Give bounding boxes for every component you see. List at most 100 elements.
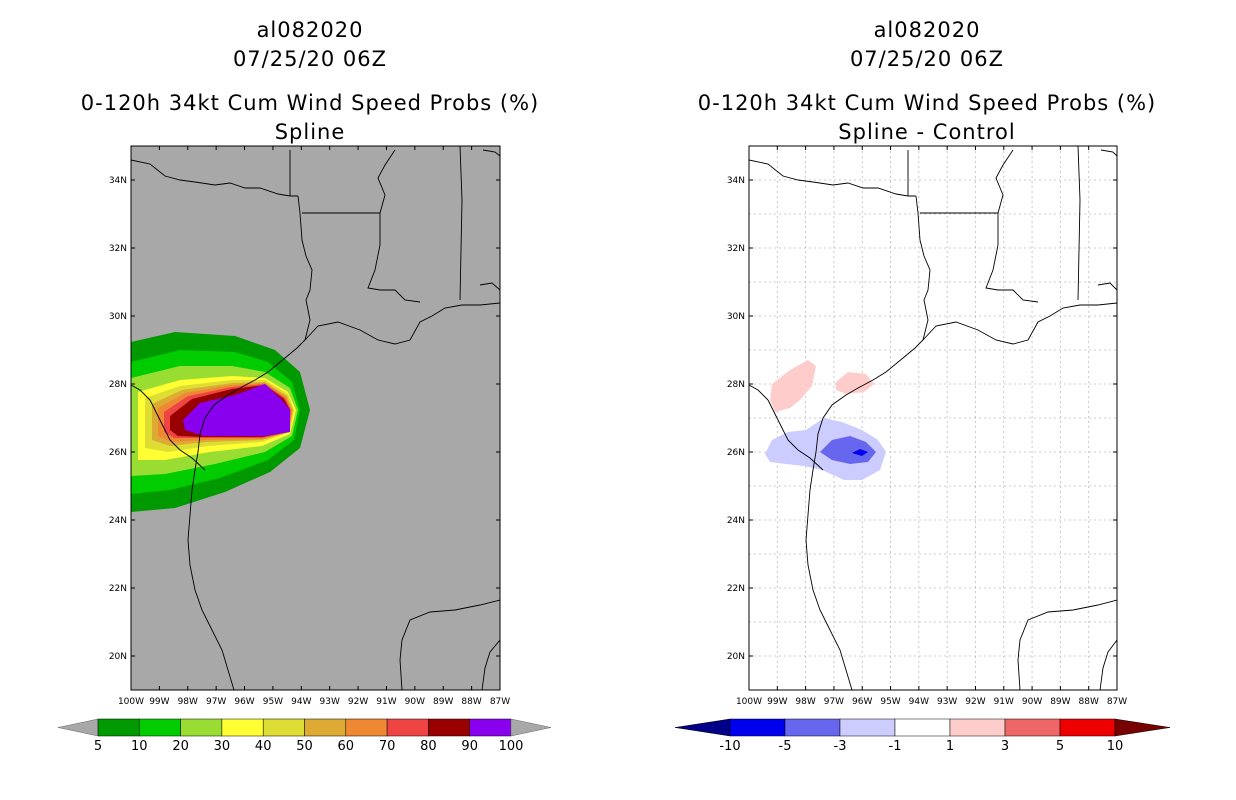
- right-colorbar-label: -10: [719, 739, 740, 754]
- left-colorbar-label: 5: [94, 739, 102, 754]
- diff-pos-1-coast: [836, 372, 874, 394]
- right-map-frame: [748, 145, 1118, 691]
- left-probability-field: [131, 146, 500, 690]
- left-colorbar-swatch: [97, 718, 140, 737]
- right-lon-label: 95W: [880, 697, 900, 707]
- left-colorbar-swatch: [469, 718, 512, 737]
- left-colorbar-swatch: [386, 718, 429, 737]
- right-lat-label: 28N: [727, 380, 745, 390]
- diff-pos-1-west: [770, 360, 816, 412]
- right-colorbar-label: 5: [1056, 739, 1064, 754]
- diff-neg-3: [820, 436, 876, 464]
- left-lat-label: 28N: [109, 380, 127, 390]
- right-lat-label: 32N: [727, 244, 745, 254]
- right-lat-label: 34N: [727, 176, 745, 186]
- right-lon-label: 94W: [909, 697, 929, 707]
- left-lon-label: 87W: [490, 697, 510, 707]
- left-lon-label: 90W: [405, 697, 425, 707]
- left-lon-label: 97W: [206, 697, 226, 707]
- left-lat-label: 24N: [109, 516, 127, 526]
- right-lon-label: 100W: [736, 697, 762, 707]
- left-colorbar-swatch: [428, 718, 470, 737]
- left-lon-label: 92W: [348, 697, 368, 707]
- right-colorbar-label: -5: [779, 739, 792, 754]
- left-colorbar: 5 10 20 30 40 50 60 70 80 90 100: [57, 718, 552, 754]
- left-colorbar-swatch: [180, 718, 223, 737]
- right-colorbar-swatch: [1004, 718, 1061, 737]
- right-lon-ticks: 100W 99W 98W 97W 96W 95W 94W 93W 92W 91W 90W 89W 88W…: [736, 146, 1127, 707]
- prob-band-90: [183, 384, 290, 436]
- right-lat-label: 22N: [727, 584, 745, 594]
- left-colorbar-label: 40: [255, 739, 272, 754]
- right-lat-label: 26N: [727, 448, 745, 458]
- left-lat-label: 22N: [109, 584, 127, 594]
- left-colorbar-label: 30: [214, 739, 231, 754]
- right-difference-field: [749, 146, 1117, 690]
- right-colorbar-swatch: [949, 718, 1006, 737]
- left-colorbar-label: 20: [172, 739, 189, 754]
- right-colorbar-under: [674, 718, 731, 737]
- left-map-frame: [130, 145, 501, 691]
- left-lat-label: 20N: [109, 652, 127, 662]
- left-colorbar-label: 100: [499, 739, 524, 754]
- left-colorbar-swatch: [139, 718, 181, 737]
- right-colorbar-swatch: [729, 718, 786, 737]
- left-title-storm-id: al082020: [256, 18, 364, 42]
- right-colorbar-over: [1114, 718, 1171, 737]
- right-lon-label: 91W: [994, 697, 1014, 707]
- right-lon-label: 97W: [824, 697, 844, 707]
- left-lon-label: 89W: [433, 697, 453, 707]
- left-colorbar-label: 60: [338, 739, 355, 754]
- right-title-datetime: 07/25/20 06Z: [849, 47, 1005, 71]
- left-lon-label: 95W: [263, 697, 283, 707]
- right-map: 100W 99W 98W 97W 96W 95W 94W 93W 92W 91W 90W 89W 88W…: [727, 145, 1127, 707]
- right-colorbar-label: 3: [1001, 739, 1009, 754]
- left-colorbar-label: 80: [420, 739, 437, 754]
- left-lat-label: 32N: [109, 244, 127, 254]
- right-colorbar-swatch: [894, 718, 951, 737]
- right-lon-label: 96W: [852, 697, 872, 707]
- left-title-datetime: 07/25/20 06Z: [232, 47, 388, 71]
- left-colorbar-under: [57, 718, 99, 737]
- left-colorbar-swatch: [262, 718, 305, 737]
- right-title-method: Spline - Control: [838, 120, 1016, 144]
- left-lat-ticks: 20N 22N 24N 26N 28N 30N 32N 34N: [109, 176, 500, 662]
- right-lat-label: 30N: [727, 312, 745, 322]
- right-coastline: [749, 146, 1117, 690]
- left-lon-label: 99W: [149, 697, 169, 707]
- left-lat-label: 30N: [109, 312, 127, 322]
- left-title-method: Spline: [274, 120, 346, 144]
- left-colorbar-label: 10: [131, 739, 148, 754]
- left-lon-label: 88W: [461, 697, 481, 707]
- left-colorbar-swatch: [345, 718, 388, 737]
- right-lat-ticks: 20N 22N 24N 26N 28N 30N 32N 34N: [727, 176, 1117, 662]
- left-lon-label: 91W: [376, 697, 396, 707]
- right-colorbar-swatch: [784, 718, 841, 737]
- left-lat-label: 34N: [109, 176, 127, 186]
- left-map: 100W 99W 98W 97W 96W 95W 94W 93W 92W 91W 90W 89W 88W…: [109, 145, 510, 707]
- right-lon-label: 87W: [1107, 697, 1127, 707]
- right-lon-label: 90W: [1022, 697, 1042, 707]
- right-lat-label: 20N: [727, 652, 745, 662]
- left-lon-label: 98W: [178, 697, 198, 707]
- right-lon-label: 89W: [1050, 697, 1070, 707]
- right-title-storm-id: al082020: [873, 18, 981, 42]
- right-colorbar-label: 10: [1107, 739, 1124, 754]
- left-colorbar-swatch: [221, 718, 264, 737]
- diff-neg-5: [852, 449, 868, 456]
- right-colorbar: -10 -5 -3 -1 1 3 5 10: [674, 718, 1171, 754]
- left-lon-label: 94W: [291, 697, 311, 707]
- right-colorbar-swatch: [1059, 718, 1116, 737]
- left-lon-label: 96W: [234, 697, 254, 707]
- left-colorbar-over: [510, 718, 552, 737]
- left-lon-ticks: 100W 99W 98W 97W 96W 95W 94W 93W 92W 91W 90W 89W 88W…: [118, 146, 510, 707]
- left-colorbar-label: 70: [379, 739, 396, 754]
- left-title-product: 0-120h 34kt Cum Wind Speed Probs (%): [80, 91, 540, 115]
- right-lon-label: 93W: [937, 697, 957, 707]
- left-lon-label: 93W: [320, 697, 340, 707]
- right-lat-label: 24N: [727, 516, 745, 526]
- right-colorbar-swatch: [839, 718, 896, 737]
- right-lon-label: 98W: [795, 697, 815, 707]
- left-colorbar-swatch: [304, 718, 347, 737]
